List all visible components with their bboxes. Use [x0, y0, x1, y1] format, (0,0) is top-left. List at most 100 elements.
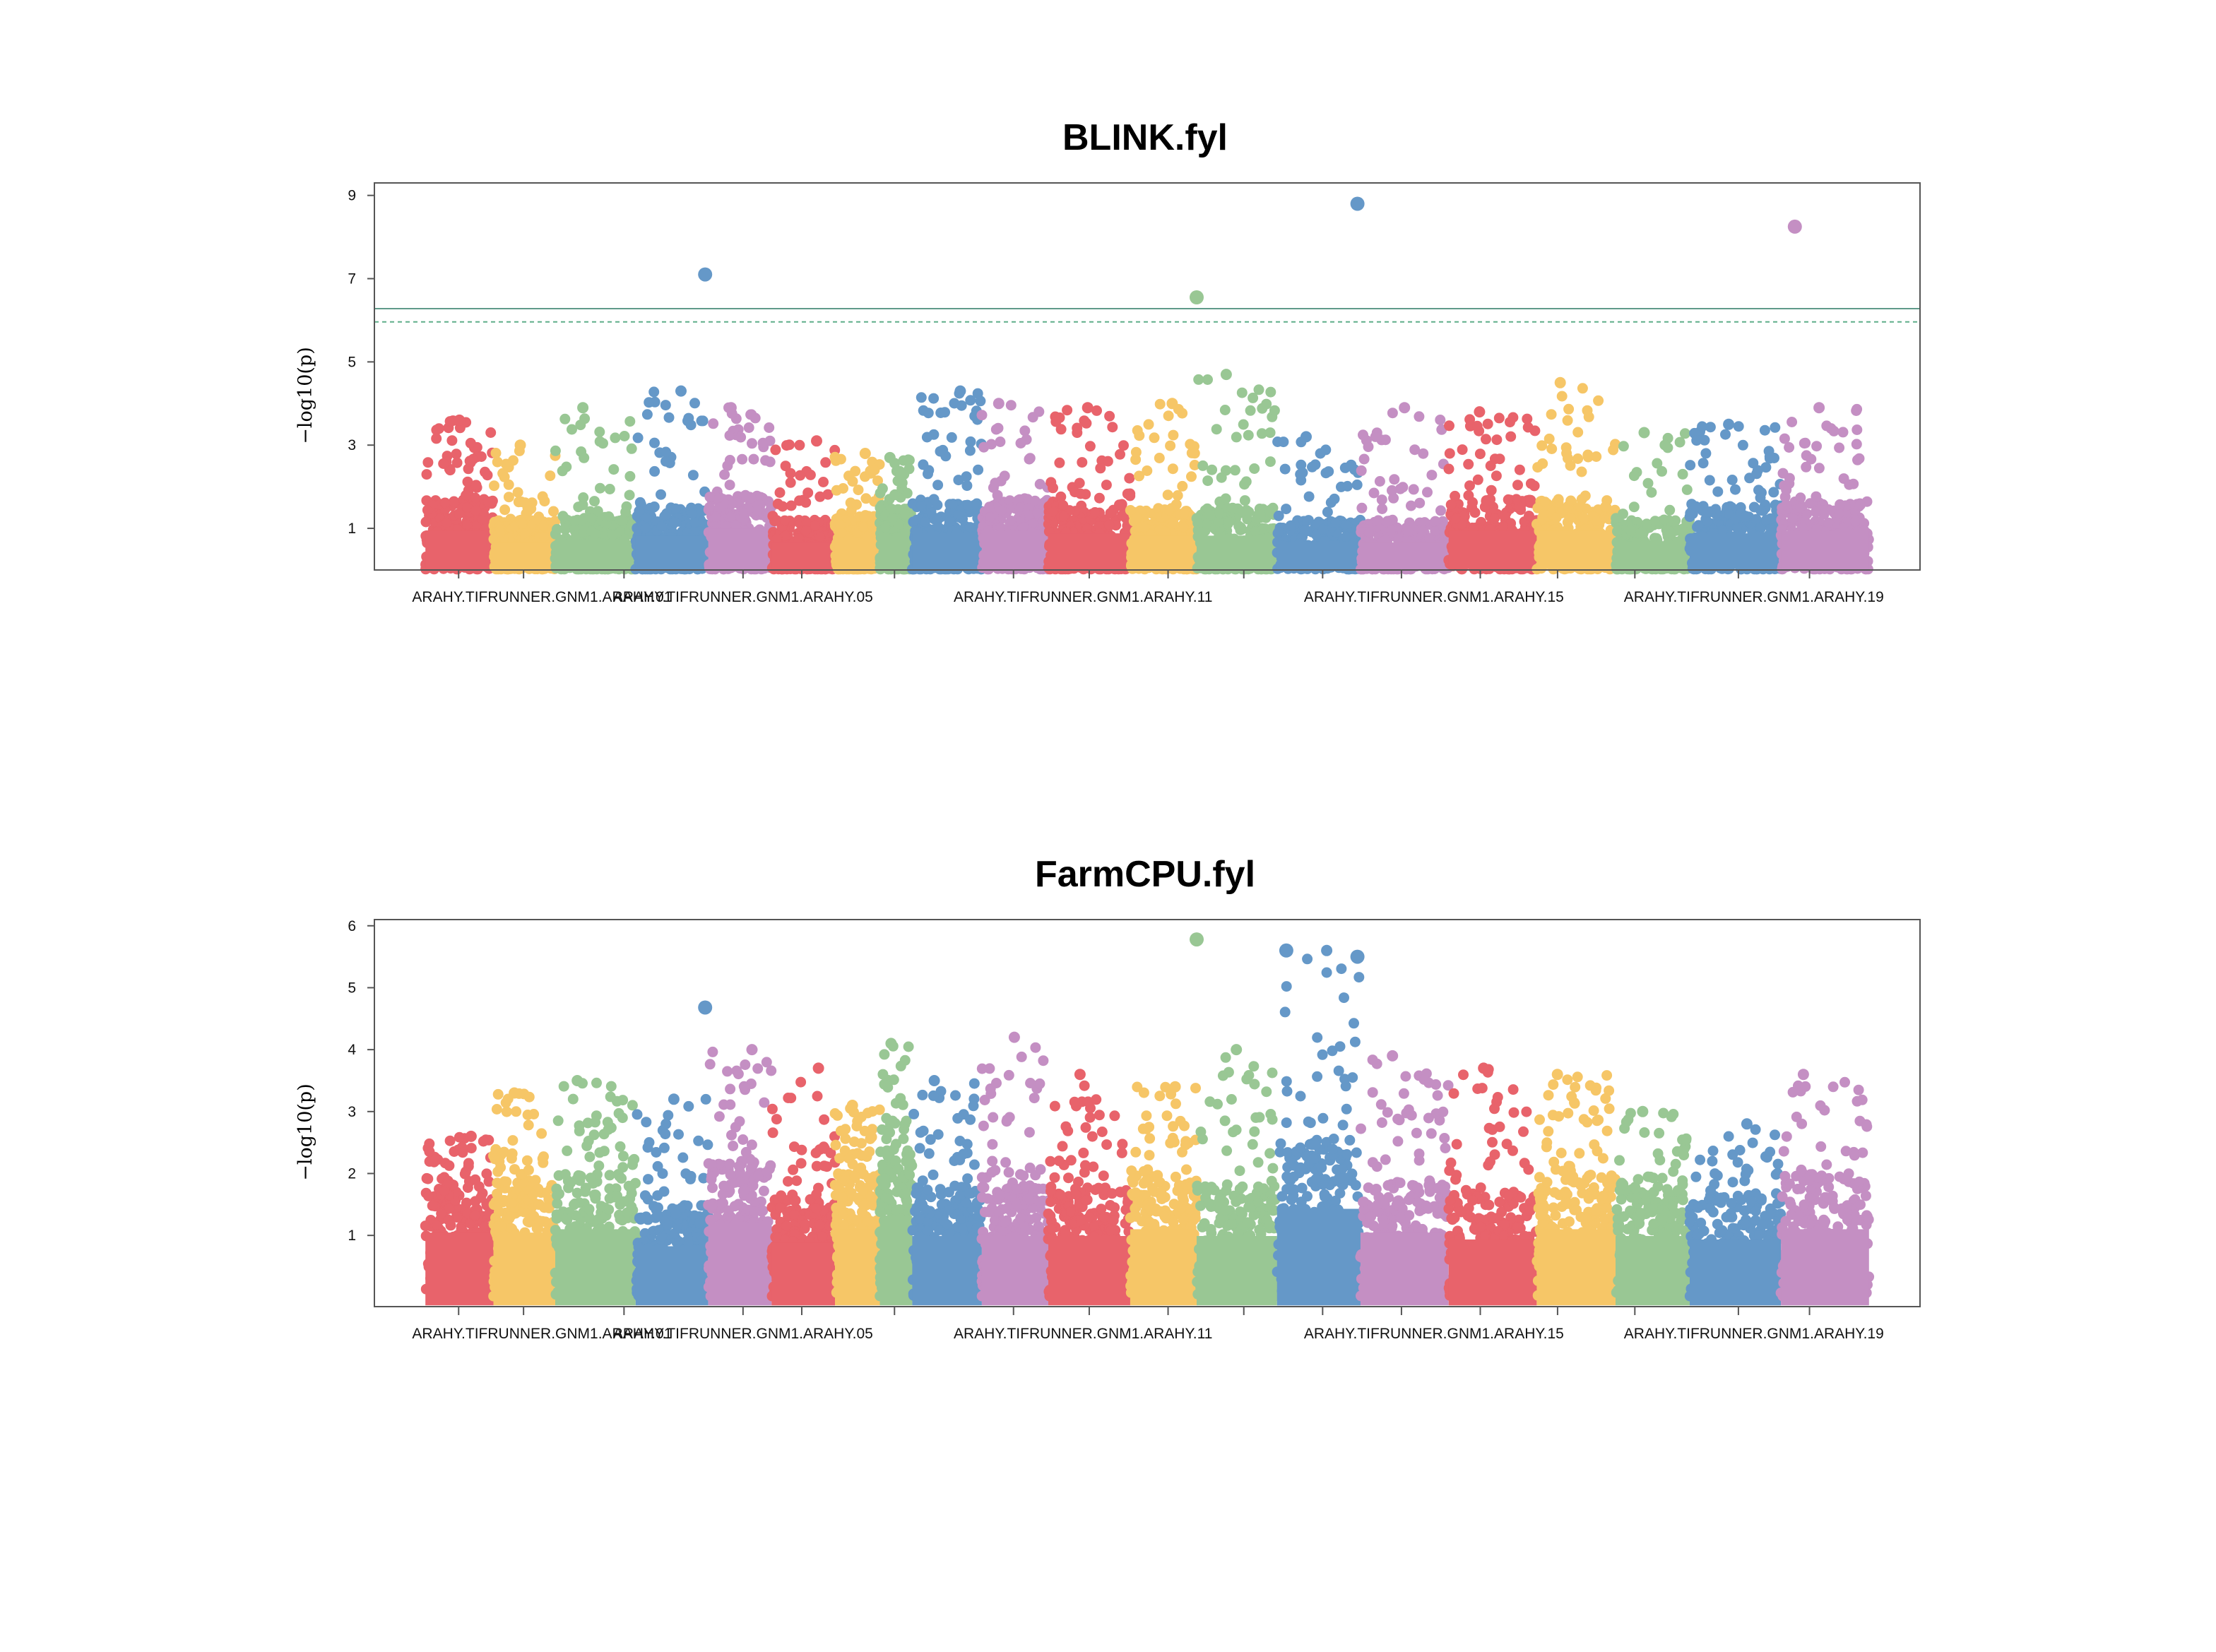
- snp-point: [999, 470, 1010, 482]
- snp-point: [923, 408, 934, 419]
- snp-point: [439, 497, 451, 509]
- snp-density-band: [912, 533, 982, 569]
- snp-point: [964, 445, 976, 456]
- snp-point: [783, 439, 795, 451]
- snp-point: [1219, 405, 1231, 415]
- snp-point: [805, 469, 816, 480]
- snp-point: [578, 492, 589, 503]
- snp-point: [687, 509, 698, 520]
- snp-point: [725, 511, 737, 523]
- snp-point: [921, 432, 932, 443]
- snp-point: [446, 435, 458, 446]
- snp-peak-point: [884, 451, 896, 463]
- snp-point: [444, 416, 456, 427]
- snp-point: [626, 443, 637, 454]
- snp-point: [1220, 493, 1231, 504]
- snp-point: [640, 523, 651, 534]
- snp-point: [470, 492, 481, 504]
- snp-point: [704, 492, 716, 503]
- snp-point: [449, 497, 460, 508]
- snp-point: [1089, 507, 1101, 518]
- snp-point: [1572, 453, 1584, 464]
- snp-point: [1095, 463, 1106, 474]
- snp-point: [1512, 480, 1523, 491]
- snp-point: [953, 509, 964, 521]
- snp-point: [656, 521, 668, 532]
- snp-point: [1077, 457, 1088, 468]
- snp-density-band: [835, 540, 880, 569]
- snp-point: [1167, 463, 1178, 475]
- snp-point: [800, 525, 812, 536]
- snp-point: [757, 437, 769, 448]
- snp-point: [916, 392, 927, 403]
- snp-point: [714, 502, 725, 513]
- snp-point: [1537, 458, 1548, 469]
- snp-point: [810, 520, 821, 531]
- snp-point: [1005, 516, 1017, 526]
- snp-point: [1435, 505, 1446, 516]
- snp-point: [567, 424, 577, 435]
- snp-point: [724, 480, 735, 491]
- snp-point: [1463, 458, 1474, 470]
- snp-point: [595, 482, 605, 494]
- snp-point: [1235, 524, 1246, 535]
- snp-point: [859, 512, 870, 523]
- snp-point: [1498, 521, 1508, 533]
- snp-point: [814, 531, 826, 542]
- snp-point: [845, 497, 856, 509]
- snp-point: [1387, 408, 1398, 419]
- snp-density-band: [493, 542, 555, 569]
- snp-point: [669, 516, 680, 528]
- snp-point: [656, 489, 666, 500]
- snp-point: [594, 436, 605, 447]
- snp-point: [918, 459, 929, 470]
- snp-point: [470, 480, 482, 491]
- snp-point: [737, 453, 748, 465]
- snp-point: [649, 465, 660, 477]
- snp-point: [1075, 488, 1086, 499]
- snp-point: [1363, 441, 1374, 453]
- snp-point: [774, 487, 786, 498]
- snp-point: [1185, 439, 1196, 450]
- snp-point: [1254, 509, 1265, 520]
- snp-point: [512, 487, 523, 498]
- snp-point: [1048, 482, 1058, 494]
- snp-point: [895, 468, 906, 480]
- snp-point: [610, 432, 621, 444]
- snp-point: [802, 487, 814, 499]
- snp-point: [1265, 386, 1276, 398]
- snp-point: [996, 505, 1007, 516]
- snp-point: [973, 464, 984, 475]
- snp-point: [624, 470, 636, 482]
- snp-point: [847, 476, 858, 487]
- snp-density-band: [1048, 533, 1130, 569]
- snp-point: [649, 437, 660, 448]
- snp-point: [1163, 410, 1174, 422]
- snp-point: [1084, 441, 1096, 452]
- snp-point: [724, 430, 735, 441]
- snp-point: [1358, 429, 1368, 441]
- snp-point: [604, 484, 615, 494]
- snp-point: [503, 492, 514, 503]
- snp-point: [764, 456, 776, 468]
- snp-point: [624, 416, 636, 427]
- snp-point: [1154, 398, 1166, 410]
- snp-point: [764, 422, 775, 433]
- snp-point: [928, 494, 940, 505]
- snp-point: [916, 500, 927, 511]
- snp-point: [1131, 512, 1142, 523]
- snp-point: [451, 448, 462, 460]
- snp-point: [1197, 460, 1209, 471]
- snp-point: [898, 455, 909, 466]
- snp-point: [946, 432, 957, 443]
- snp-point: [557, 511, 569, 522]
- snp-point: [589, 496, 600, 507]
- snp-point: [1387, 485, 1397, 496]
- snp-point: [687, 470, 699, 481]
- snp-point: [660, 400, 671, 411]
- snp-point: [1358, 453, 1370, 465]
- snp-point: [818, 477, 829, 487]
- snp-point: [738, 508, 749, 519]
- snp-point: [454, 508, 465, 519]
- snp-point: [869, 464, 880, 475]
